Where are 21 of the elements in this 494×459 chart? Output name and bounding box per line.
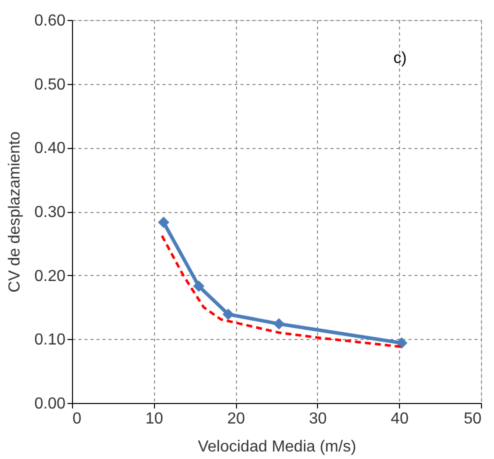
point (222, 308, 234, 320)
x-axis-title: Velocidad Media (m/s) (198, 438, 356, 456)
point (273, 318, 285, 330)
point (158, 216, 170, 228)
y-tick-label: 0.10 (34, 332, 66, 349)
x-tick-label: 0 (72, 410, 82, 428)
x-tick-label: 10 (145, 410, 164, 428)
y-tick-label: 0.60 (34, 12, 66, 30)
y-tick-label: 0.50 (34, 76, 66, 94)
x-tick-label: 40 (390, 410, 409, 428)
y-tick-label: 0.20 (34, 268, 66, 285)
y-axis-title: CV de desplazamiento (6, 131, 24, 292)
annotation: c) (393, 50, 407, 67)
y-tick-label: 0.00 (34, 396, 66, 412)
point (396, 337, 408, 349)
x-tick-label: 50 (464, 410, 482, 428)
x-tick-label: 30 (309, 410, 327, 428)
x-tick-label: 20 (227, 410, 246, 428)
y-tick-label: 0.40 (34, 140, 66, 158)
y-tick-label: 0.30 (34, 204, 66, 221)
point (193, 280, 204, 292)
